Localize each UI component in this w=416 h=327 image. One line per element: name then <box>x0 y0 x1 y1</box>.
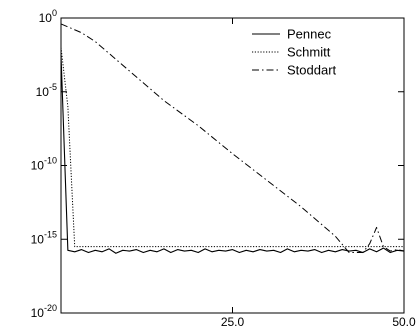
series-line-schmitt <box>60 47 404 248</box>
x-tick-label: 25.0 <box>221 315 245 327</box>
legend-label-schmitt: Schmitt <box>287 45 331 60</box>
y-tick-label: 10-10 <box>31 156 57 173</box>
y-tick-label: 10-15 <box>31 229 57 246</box>
y-tick-label: 10-5 <box>36 82 57 99</box>
y-tick-label: 100 <box>39 8 57 25</box>
series-line-stoddart <box>60 23 405 254</box>
legend-label-stoddart: Stoddart <box>287 63 337 78</box>
plot-frame <box>60 17 405 314</box>
y-tick-label: 10-20 <box>31 303 57 320</box>
legend-label-pennec: Pennec <box>287 27 332 42</box>
series-line-pennec <box>60 54 405 254</box>
x-tick-label: 50.0 <box>392 315 416 327</box>
